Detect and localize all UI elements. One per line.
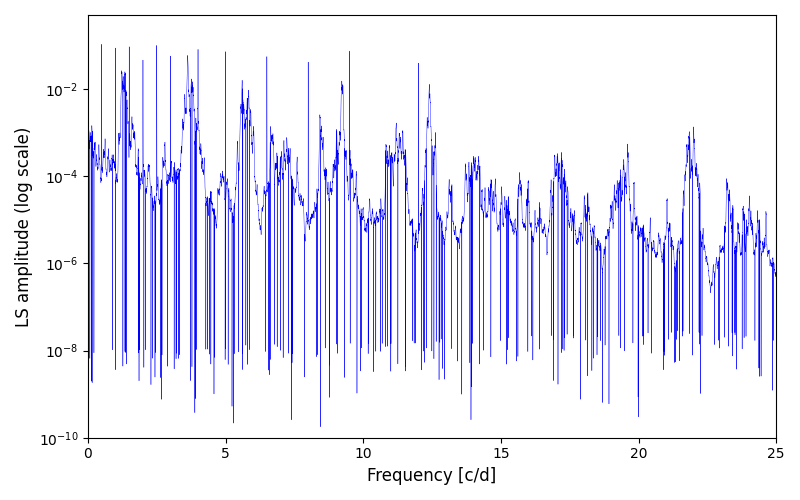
X-axis label: Frequency [c/d]: Frequency [c/d]	[367, 467, 497, 485]
Y-axis label: LS amplitude (log scale): LS amplitude (log scale)	[15, 126, 33, 326]
